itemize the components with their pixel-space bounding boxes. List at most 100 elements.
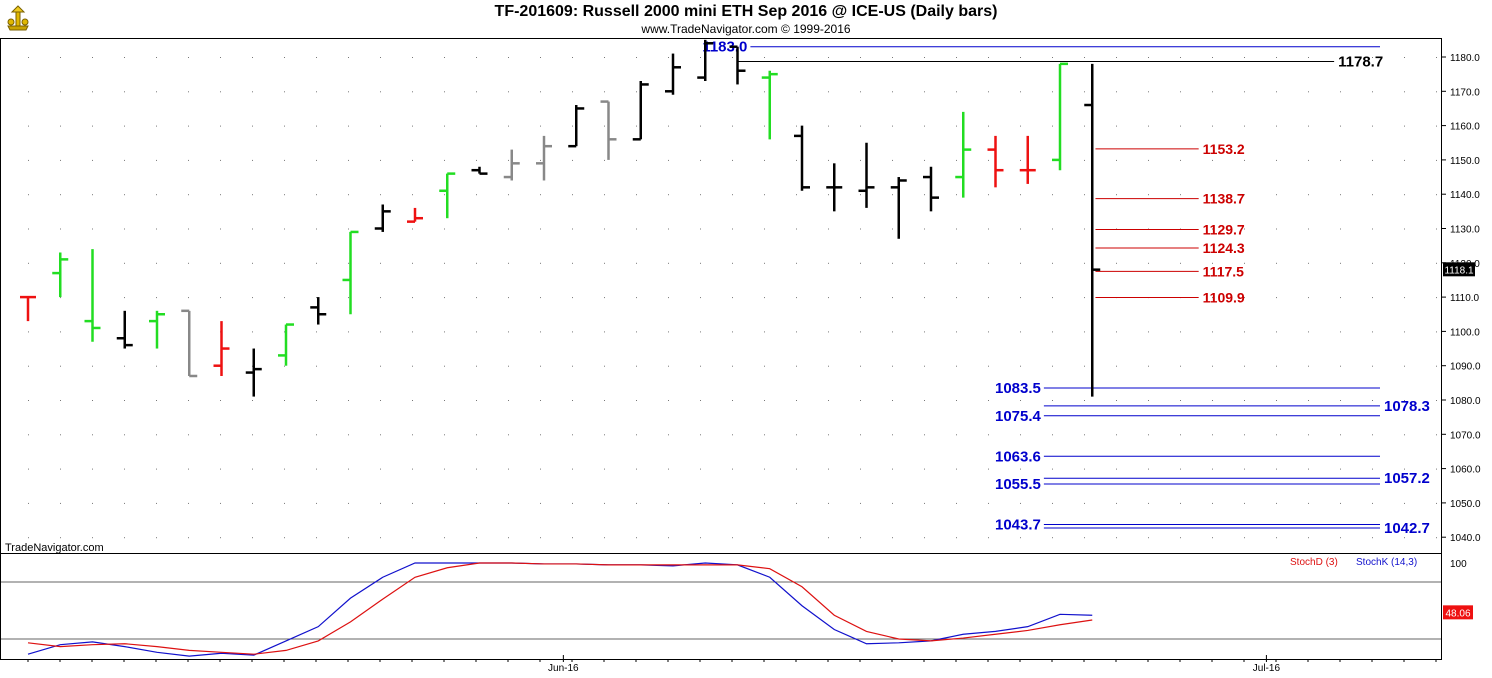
grid-dot (604, 468, 605, 470)
grid-dot (284, 331, 285, 333)
grid-dot (956, 194, 957, 196)
grid-dot (1276, 434, 1277, 436)
grid-dot (220, 297, 221, 299)
grid-dot (508, 502, 509, 504)
grid-dot (1244, 400, 1245, 401)
grid-dot (1372, 125, 1373, 127)
grid-dot (1180, 400, 1181, 401)
grid-dot (1052, 262, 1053, 264)
grid-dot (1436, 125, 1437, 127)
grid-dot (668, 400, 669, 401)
grid-dot (860, 400, 861, 401)
grid-dot (476, 537, 477, 539)
grid-dot (1020, 57, 1021, 58)
grid-dot (1180, 365, 1181, 367)
grid-dot (124, 194, 125, 196)
grid-dot (124, 91, 125, 93)
grid-dot (220, 159, 221, 161)
grid-dot (764, 57, 765, 58)
grid-dot (1308, 57, 1309, 58)
grid-dot (1244, 125, 1245, 127)
grid-dot (1308, 331, 1309, 333)
grid-dot (924, 502, 925, 504)
grid-dot (540, 331, 541, 333)
grid-dot (796, 400, 797, 401)
grid-dot (700, 331, 701, 333)
grid-dot (1148, 537, 1149, 539)
grid-dot (540, 434, 541, 436)
grid-dot (60, 91, 61, 93)
grid-dot (828, 537, 829, 539)
grid-dot (1436, 468, 1437, 470)
grid-dot (1052, 297, 1053, 299)
last-price-box (1443, 262, 1475, 277)
stoch-series-line (27, 562, 1093, 655)
grid-dot (1052, 468, 1053, 470)
grid-dot (348, 297, 349, 299)
grid-dot (1084, 537, 1085, 539)
grid-dot (188, 297, 189, 299)
grid-dot (380, 91, 381, 93)
grid-dot (1148, 365, 1149, 367)
grid-dot (92, 434, 93, 436)
ohlc-bar (761, 70, 778, 140)
grid-dot (92, 159, 93, 161)
grid-dot (1084, 57, 1085, 58)
grid-dot (1212, 331, 1213, 333)
grid-dot (732, 57, 733, 58)
grid-dot (924, 194, 925, 196)
grid-dot (1404, 537, 1405, 539)
grid-dot (956, 91, 957, 93)
grid-dot (252, 91, 253, 93)
grid-dot (188, 468, 189, 470)
grid-dot (252, 502, 253, 504)
grid-dot (604, 91, 605, 93)
ohlc-bar (181, 309, 198, 378)
grid-dot (988, 365, 989, 367)
grid-dot (796, 468, 797, 470)
grid-dot (572, 468, 573, 470)
grid-dot (796, 125, 797, 127)
grid-dot (28, 57, 29, 58)
grid-dot (1148, 194, 1149, 196)
grid-dot (604, 331, 605, 333)
grid-dot (1052, 502, 1053, 504)
grid-dot (412, 400, 413, 401)
grid-dot (572, 57, 573, 58)
grid-dot (1020, 297, 1021, 299)
grid-dot (1276, 365, 1277, 367)
grid-dot (1436, 228, 1437, 230)
grid-dot (188, 228, 189, 230)
grid-dot (316, 194, 317, 196)
price-tick-label: 1050.0 (1450, 499, 1481, 510)
grid-dot (1372, 537, 1373, 539)
grid-dot (1180, 194, 1181, 196)
grid-dot (1340, 194, 1341, 196)
ohlc-bar (890, 177, 907, 239)
grid-dot (828, 57, 829, 58)
grid-dot (1340, 297, 1341, 299)
grid-dot (252, 537, 253, 539)
grid-dot (348, 468, 349, 470)
grid-dot (156, 468, 157, 470)
grid-dot (540, 91, 541, 93)
grid-dot (732, 125, 733, 127)
grid-dot (1340, 365, 1341, 367)
grid-dot (1020, 400, 1021, 401)
ohlc-bar (245, 348, 262, 397)
grid-dot (1084, 125, 1085, 127)
grid-dot (348, 331, 349, 333)
grid-dot (412, 125, 413, 127)
stoch-tick-label: 100 (1450, 559, 1467, 570)
grid-dot (1404, 502, 1405, 504)
grid-dot (604, 57, 605, 58)
ohlc-bar (278, 323, 294, 366)
grid-dot (124, 57, 125, 58)
grid-dot (508, 331, 509, 333)
grid-dot (1052, 125, 1053, 127)
grid-dot (828, 502, 829, 504)
grid-dot (572, 194, 573, 196)
grid-dot (1148, 502, 1149, 504)
grid-dot (668, 194, 669, 196)
grid-dot (892, 400, 893, 401)
